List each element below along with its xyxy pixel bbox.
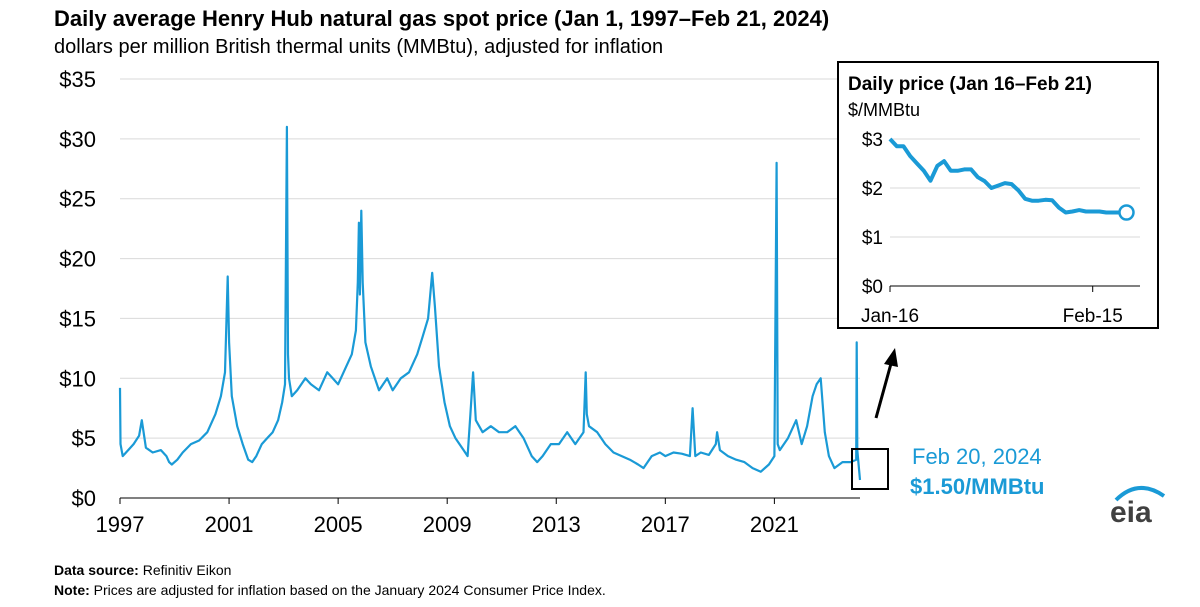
eia-logo-arc bbox=[1114, 486, 1166, 502]
main-axes: $0 $5 $10 $15 $20 $25 $30 $35 1997 2001 2005 2009 20… bbox=[59, 67, 860, 537]
footer-note-label: Note: bbox=[54, 582, 90, 598]
highlight-box bbox=[851, 448, 889, 490]
y-tick-label: $10 bbox=[59, 366, 96, 391]
arrow-line bbox=[874, 359, 894, 419]
eia-logo-icon: eia bbox=[1110, 486, 1166, 528]
price-series-line bbox=[118, 125, 862, 481]
y-tick-label: $0 bbox=[72, 486, 96, 511]
y-tick-label: $20 bbox=[59, 247, 96, 272]
y-tick-label: $5 bbox=[72, 426, 96, 451]
footer-source-label: Data source: bbox=[54, 562, 139, 578]
main-grid bbox=[120, 78, 860, 439]
inset-y-tick-label: $1 bbox=[862, 228, 883, 249]
chart-title: Daily average Henry Hub natural gas spot… bbox=[54, 6, 830, 31]
annotations bbox=[851, 348, 898, 490]
inset-price-line bbox=[888, 137, 1127, 215]
y-tick-label: $15 bbox=[59, 306, 96, 331]
x-tick-label: 1997 bbox=[96, 512, 145, 537]
callout-value: $1.50/MMBtu bbox=[910, 474, 1045, 499]
callout-date: Feb 20, 2024 bbox=[912, 444, 1042, 469]
footer-source-text: Refinitiv Eikon bbox=[142, 562, 232, 578]
inset-ylabel: $/MMBtu bbox=[848, 100, 920, 120]
y-tick-label: $25 bbox=[59, 187, 96, 212]
eia-logo-text: eia bbox=[1110, 496, 1152, 528]
footer-note-text: Prices are adjusted for inflation based … bbox=[93, 582, 606, 598]
inset-y-tick-label: $2 bbox=[862, 179, 883, 200]
inset-y-tick-label: $0 bbox=[862, 277, 883, 298]
chart-subtitle: dollars per million British thermal unit… bbox=[54, 36, 664, 58]
footer-note: Note: Prices are adjusted for inflation … bbox=[54, 582, 606, 598]
inset-y-tick-label: $3 bbox=[862, 130, 883, 151]
arrow-head-icon bbox=[884, 348, 898, 367]
inset-x-tick-label: Jan-16 bbox=[861, 306, 919, 327]
x-tick-label: 2009 bbox=[423, 512, 472, 537]
inset-x-tick-label: Feb-15 bbox=[1063, 306, 1123, 327]
x-tick-label: 2021 bbox=[750, 512, 799, 537]
inset-frame bbox=[837, 61, 1159, 329]
x-tick-label: 2005 bbox=[314, 512, 363, 537]
footer-source: Data source: Refinitiv Eikon bbox=[54, 562, 231, 578]
x-tick-label: 2013 bbox=[532, 512, 581, 537]
x-tick-label: 2017 bbox=[641, 512, 690, 537]
inset-title: Daily price (Jan 16–Feb 21) bbox=[848, 74, 1092, 95]
main-series bbox=[118, 125, 862, 481]
y-tick-label: $35 bbox=[59, 67, 96, 92]
inset-endpoint-marker bbox=[1118, 204, 1135, 221]
inset-chart: Daily price (Jan 16–Feb 21) $/MMBtu $0 $1 $2… bbox=[837, 61, 1159, 329]
y-tick-label: $30 bbox=[59, 127, 96, 152]
x-tick-label: 2001 bbox=[205, 512, 254, 537]
